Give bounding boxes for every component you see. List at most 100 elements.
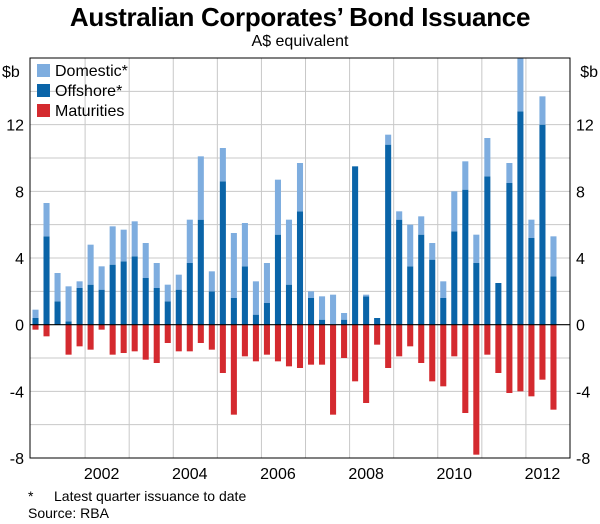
- chart-subtitle: A$ equivalent: [251, 33, 349, 50]
- bar-domestic: [462, 161, 469, 190]
- bar-maturities: [98, 324, 105, 330]
- bar-maturities: [484, 324, 491, 355]
- bar-domestic: [142, 243, 149, 278]
- y-unit-right: $b: [580, 64, 598, 81]
- bar-maturities: [517, 324, 524, 392]
- bar-domestic: [65, 286, 72, 322]
- bar-offshore: [263, 303, 270, 325]
- bar-offshore: [528, 238, 535, 325]
- bar-maturities: [32, 324, 39, 330]
- y-tick-label-right: 0: [576, 318, 585, 335]
- bar-offshore: [352, 166, 359, 325]
- bar-domestic: [451, 191, 458, 232]
- bar-domestic: [43, 203, 50, 237]
- bar-offshore: [54, 301, 61, 325]
- bar-maturities: [539, 324, 546, 380]
- bar-domestic: [319, 296, 326, 320]
- bar-maturities: [506, 324, 513, 393]
- y-tick-label-right: -4: [576, 384, 590, 401]
- bar-maturities: [440, 324, 447, 387]
- bar-offshore: [142, 278, 149, 325]
- bar-domestic: [208, 271, 215, 292]
- footnote-text: Latest quarter issuance to date: [54, 488, 247, 504]
- bar-maturities: [263, 324, 270, 355]
- legend-label: Domestic*: [55, 63, 128, 80]
- bar-domestic: [54, 273, 61, 302]
- bar-domestic: [473, 234, 480, 263]
- bar-offshore: [252, 314, 259, 325]
- x-tick-label: 2008: [348, 466, 384, 483]
- bar-maturities: [175, 324, 182, 352]
- y-tick-label-left: -8: [10, 451, 24, 468]
- bar-maturities: [550, 324, 557, 410]
- bar-domestic: [241, 223, 248, 267]
- x-tick-label: 2006: [260, 466, 296, 483]
- chart-title: Australian Corporates’ Bond Issuance: [69, 2, 531, 32]
- bar-offshore: [120, 261, 127, 325]
- bar-maturities: [396, 324, 403, 357]
- bar-maturities: [197, 324, 204, 343]
- bar-domestic: [307, 291, 315, 298]
- bar-maturities: [76, 324, 83, 347]
- bar-domestic: [484, 138, 491, 177]
- bar-maturities: [241, 324, 248, 357]
- bar-offshore: [274, 234, 281, 325]
- bar-offshore: [307, 298, 315, 325]
- bar-offshore: [451, 231, 458, 325]
- bar-domestic: [528, 219, 535, 238]
- y-unit-left: $b: [2, 64, 20, 81]
- bar-offshore: [341, 319, 348, 325]
- legend-swatch: [37, 64, 50, 77]
- bar-maturities: [109, 324, 116, 355]
- plot-frame: [29, 57, 571, 459]
- bar-domestic: [98, 266, 105, 290]
- bar-maturities: [186, 324, 193, 352]
- bar-maturities: [120, 324, 127, 353]
- bar-offshore: [285, 284, 293, 325]
- bar-domestic: [252, 281, 259, 315]
- bar-offshore: [495, 283, 502, 325]
- bar-domestic: [539, 96, 546, 125]
- x-tick-label: 2002: [84, 466, 120, 483]
- legend-label: Maturities: [55, 103, 124, 120]
- bar-offshore: [219, 181, 226, 325]
- bar-maturities: [319, 324, 326, 365]
- bar-offshore: [517, 111, 524, 325]
- y-tick-label-left: -4: [10, 384, 24, 401]
- bar-offshore: [230, 298, 237, 325]
- bar-offshore: [363, 296, 370, 325]
- bar-maturities: [495, 324, 502, 373]
- bar-domestic: [550, 236, 557, 277]
- y-tick-label-right: 8: [576, 184, 585, 201]
- bar-maturities: [330, 324, 337, 415]
- bar-domestic: [363, 294, 370, 297]
- bar-offshore: [429, 259, 436, 325]
- bar-offshore: [65, 321, 72, 325]
- bar-domestic: [230, 233, 237, 298]
- bar-domestic: [87, 244, 94, 285]
- bar-maturities: [363, 324, 370, 403]
- bar-domestic: [429, 243, 436, 260]
- bar-maturities: [473, 324, 480, 455]
- bar-maturities: [352, 324, 359, 382]
- bar-maturities: [296, 324, 304, 368]
- bar-domestic: [274, 179, 281, 235]
- bar-offshore: [440, 298, 447, 325]
- bar-maturities: [219, 324, 226, 373]
- bar-offshore: [43, 236, 50, 325]
- footnote-marker: *: [28, 488, 34, 504]
- y-tick-label-left: 8: [15, 184, 24, 201]
- bar-maturities: [528, 324, 535, 397]
- bar-domestic: [506, 163, 513, 183]
- x-tick-label: 2010: [436, 466, 472, 483]
- bar-domestic: [396, 211, 403, 220]
- bar-maturities: [374, 324, 381, 345]
- bar-domestic: [517, 58, 524, 112]
- bar-maturities: [142, 324, 149, 360]
- bar-offshore: [241, 266, 248, 325]
- bar-domestic: [109, 226, 116, 265]
- bar-domestic: [285, 219, 293, 285]
- bar-offshore: [109, 264, 116, 325]
- bar-offshore: [396, 219, 403, 325]
- bar-offshore: [208, 291, 215, 325]
